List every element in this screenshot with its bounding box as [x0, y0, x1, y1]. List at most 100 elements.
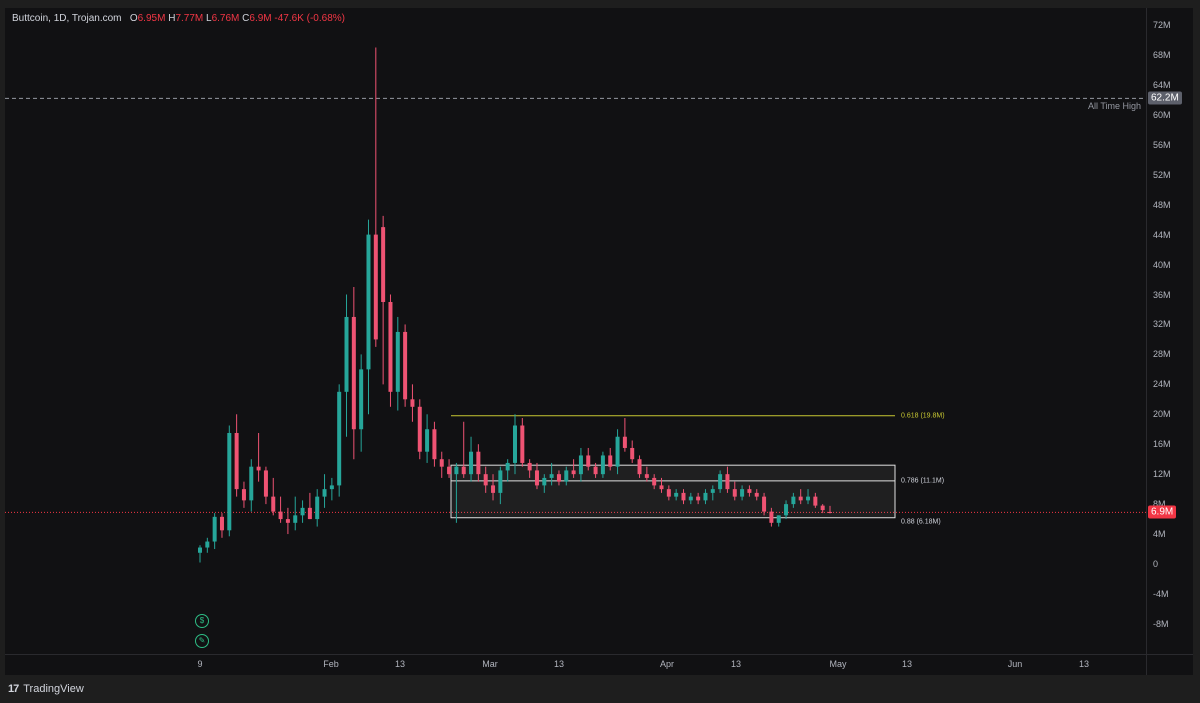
price-tick-label: 16M — [1153, 439, 1171, 450]
symbol-name[interactable]: Buttcoin, 1D, Trojan.com — [12, 13, 122, 24]
time-tick-label: Feb — [323, 659, 339, 669]
price-tick-label: 4M — [1153, 529, 1166, 540]
candle-body — [806, 496, 811, 501]
price-tick-label: 60M — [1153, 109, 1171, 120]
candle-body — [329, 485, 334, 490]
candlestick-chart[interactable] — [5, 8, 1146, 654]
candle-body — [784, 504, 789, 516]
candle-body — [527, 462, 532, 471]
candle-body — [791, 496, 796, 505]
candle-body — [586, 455, 591, 467]
price-tick-label: 44M — [1153, 229, 1171, 240]
candle-body — [263, 470, 268, 497]
candle-body — [491, 485, 496, 493]
fib-level-label: 0.786 (11.1M) — [901, 477, 945, 485]
time-tick-label: 13 — [901, 659, 913, 669]
time-tick-label: May — [829, 659, 847, 669]
candle-body — [395, 331, 400, 392]
time-tick-label: 13 — [1078, 659, 1090, 669]
high-label: H — [168, 13, 176, 24]
candle-body — [659, 485, 664, 490]
price-tick-label: 40M — [1153, 259, 1171, 270]
candle-body — [769, 511, 774, 523]
price-axis[interactable]: 72M 68M 64M 60M 56M 52M 48M 44M 40M 36M 32M 28M 24M 2… — [1146, 8, 1193, 654]
candle-body — [732, 489, 737, 497]
candle-body — [381, 227, 386, 302]
chart-area[interactable] — [5, 8, 1146, 654]
candle-body — [593, 466, 598, 475]
price-tick-label: 36M — [1153, 289, 1171, 300]
candle-body — [644, 474, 649, 478]
time-tick-label: 13 — [394, 659, 406, 669]
low-value: 6.76M — [211, 13, 240, 24]
candle-body — [549, 474, 554, 478]
time-tick-label: Jun — [1007, 659, 1023, 669]
price-tick-label: 56M — [1153, 139, 1171, 150]
price-tick-label: 0 — [1153, 559, 1159, 569]
candle-body — [469, 451, 474, 475]
candle-body — [293, 515, 298, 523]
price-tick-label: 12M — [1153, 469, 1171, 480]
candle-body — [813, 496, 818, 506]
price-tick-label: 48M — [1153, 199, 1171, 210]
time-tick-label: Apr — [659, 659, 675, 669]
candle-body — [388, 301, 393, 392]
candle-body — [542, 477, 547, 486]
candle-body — [710, 489, 715, 493]
time-tick-label: 13 — [553, 659, 565, 669]
candle-body — [740, 489, 745, 497]
candle-body — [534, 470, 539, 486]
candle-body — [403, 331, 408, 400]
candle-body — [571, 470, 576, 475]
candle-body — [432, 429, 437, 460]
candle-body — [674, 492, 679, 497]
wallet-icon[interactable]: $ — [195, 614, 209, 628]
candle-body — [696, 496, 701, 501]
candle-body — [212, 516, 217, 542]
tradingview-footer[interactable]: 17 TradingView — [8, 683, 84, 695]
candle-body — [300, 507, 305, 516]
candle-body — [366, 234, 371, 370]
candle-body — [410, 399, 415, 407]
candle-body — [205, 541, 210, 548]
candle-body — [600, 455, 605, 475]
candle-body — [754, 492, 759, 497]
candle-body — [461, 466, 466, 475]
brand-name: TradingView — [23, 683, 84, 695]
candle-body — [227, 432, 232, 531]
candle-body — [359, 369, 364, 430]
pencil-icon[interactable]: ✎ — [195, 634, 209, 648]
open-value: 6.95M — [137, 13, 166, 24]
candle-body — [637, 459, 642, 475]
candle-body — [578, 455, 583, 475]
candle-body — [828, 511, 832, 513]
candle-body — [439, 459, 444, 467]
candle-body — [747, 489, 752, 493]
price-tick-label: 24M — [1153, 379, 1171, 390]
price-tick-label: 28M — [1153, 349, 1171, 360]
candle-body — [315, 496, 320, 520]
candle-body — [249, 466, 254, 501]
open-label: O — [129, 13, 138, 24]
price-tick-label: 20M — [1153, 409, 1171, 420]
fib-zone-box — [450, 464, 896, 519]
candle-body — [820, 505, 825, 511]
price-tick-label: -4M — [1153, 588, 1169, 599]
symbol-legend[interactable]: Buttcoin, 1D, Trojan.com O6.95M H7.77M L… — [12, 13, 345, 24]
candle-body — [417, 406, 422, 452]
candle-body — [278, 511, 283, 520]
fib-level-label: 0.618 (19.8M) — [901, 412, 945, 420]
candle-body — [307, 507, 312, 520]
candle-body — [776, 515, 781, 523]
price-tick-label: -8M — [1153, 618, 1169, 629]
fib-level-label: 0.88 (6.18M) — [901, 518, 941, 526]
time-axis[interactable]: 9 Feb 13 Mar 13 Apr 13 May 13 Jun 13 — [5, 654, 1146, 675]
candle-body — [271, 496, 276, 512]
price-tick-label: 72M — [1153, 20, 1171, 30]
candle-body — [498, 470, 503, 493]
candle-body — [373, 234, 378, 340]
price-tick-label: 68M — [1153, 49, 1171, 60]
tradingview-logo-icon: 17 — [8, 683, 19, 695]
candle-body — [476, 451, 481, 475]
